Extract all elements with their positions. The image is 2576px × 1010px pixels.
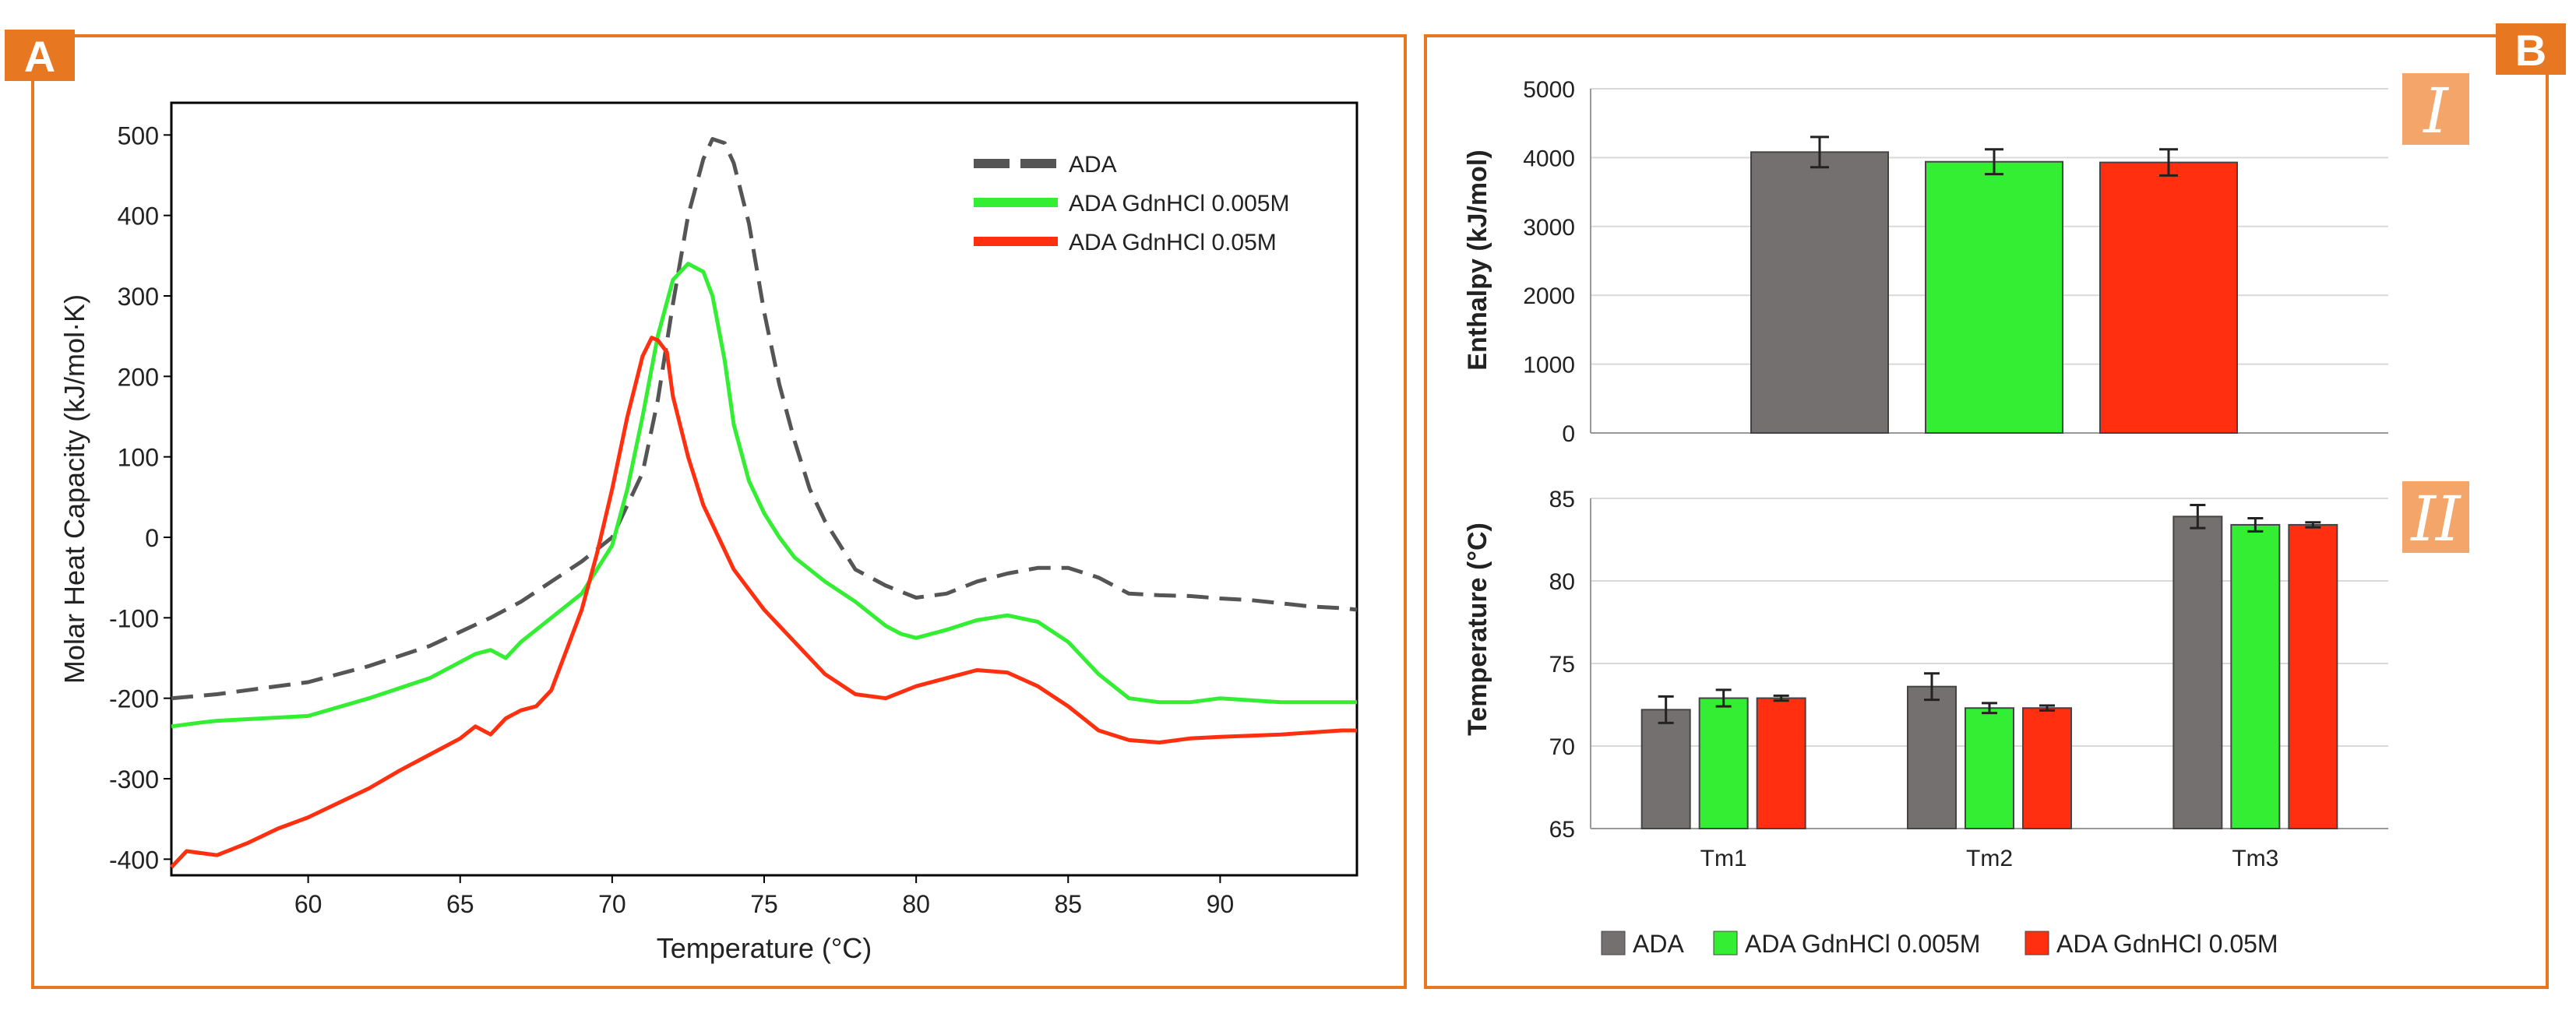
roman-label-ii: II xyxy=(2409,483,2461,555)
panel-a-badge-label: A xyxy=(24,32,55,81)
legend-label-b: ADA GdnHCl 0.05M xyxy=(2056,930,2278,958)
dsc-line-chart: -400 -300 -200 -100 0 100 200 300 400 500 60 65 70 7… xyxy=(58,101,1358,964)
y-tick-label-ii: 75 xyxy=(1549,652,1575,677)
bar-i xyxy=(1750,151,1889,434)
y-tick-label-a: 500 xyxy=(118,121,159,150)
x-axis-label-a: Temperature (°C) xyxy=(657,932,872,964)
bar-ii xyxy=(1756,697,1806,830)
legend-b: ADA ADA GdnHCl 0.005M ADA GdnHCl 0.05M xyxy=(1601,930,2278,958)
x-tick-label-a: 90 xyxy=(1207,890,1235,918)
x-tick-label-a: 60 xyxy=(294,890,322,918)
y-tick-label-i: 5000 xyxy=(1523,77,1575,103)
legend-a: ADA ADA GdnHCl 0.005M ADA GdnHCl 0.05M xyxy=(974,152,1289,255)
y-tick-label-a: -200 xyxy=(109,685,159,713)
panel-a-frame xyxy=(31,34,1407,989)
roman-badge-i xyxy=(2402,73,2469,145)
bar-i xyxy=(1925,160,2063,434)
legend-swatch-b xyxy=(1601,931,1626,955)
y-tick-label-ii: 70 xyxy=(1549,734,1575,760)
y-tick-label-i: 1000 xyxy=(1523,353,1575,378)
y-tick-label-a: -400 xyxy=(109,846,159,874)
y-tick-label-a: -100 xyxy=(109,604,159,632)
temperature-bar-chart: 65 70 75 80 85 Tm1 Tm2 Tm3 Temperature (°C) II xyxy=(1463,481,2469,871)
legend-label-b: ADA GdnHCl 0.005M xyxy=(1745,930,1980,958)
y-tick-label-i: 3000 xyxy=(1523,215,1575,241)
legend-label-b: ADA xyxy=(1633,930,1684,958)
bar-ii xyxy=(2288,523,2338,829)
category-label-ii: Tm3 xyxy=(2232,846,2278,871)
y-tick-label-a: 100 xyxy=(118,444,159,472)
category-label-ii: Tm1 xyxy=(1700,846,1747,871)
legend-label-a: ADA GdnHCl 0.005M xyxy=(1069,191,1289,216)
legend-label-a: ADA GdnHCl 0.05M xyxy=(1069,230,1277,255)
bar-i xyxy=(2099,161,2238,434)
y-tick-label-i: 4000 xyxy=(1523,146,1575,171)
series-line-3 xyxy=(170,336,1357,869)
bars-i xyxy=(1750,135,2238,434)
x-axis-a: 60 65 70 75 80 85 90 xyxy=(294,875,1234,918)
roman-label-i: I xyxy=(2422,75,2449,147)
y-tick-label-a: 200 xyxy=(118,363,159,391)
y-tick-label-a: 300 xyxy=(118,283,159,311)
x-tick-label-a: 80 xyxy=(902,890,930,918)
y-axis-a: -400 -300 -200 -100 0 100 200 300 400 500 xyxy=(109,121,171,874)
x-tick-label-a: 65 xyxy=(446,890,474,918)
bar-ii xyxy=(2173,516,2223,829)
panel-a-badge xyxy=(5,30,75,81)
bar-ii xyxy=(1698,697,1749,830)
y-axis-label-i: Enthalpy (kJ/mol) xyxy=(1463,150,1492,370)
y-tick-label-ii: 85 xyxy=(1549,487,1575,512)
series-line-1 xyxy=(171,137,1358,701)
y-tick-label-a: -300 xyxy=(109,765,159,794)
legend-swatch-b xyxy=(1713,931,1738,955)
series-lines-a xyxy=(170,137,1358,869)
y-tick-label-a: 400 xyxy=(118,202,159,231)
panel-b-badge xyxy=(2496,23,2566,75)
bars-ii xyxy=(1640,503,2338,830)
y-tick-label-a: 0 xyxy=(145,524,159,552)
grid-i: 0 1000 2000 3000 4000 5000 xyxy=(1523,77,2388,447)
bar-ii xyxy=(1907,685,1957,829)
y-tick-label-i: 0 xyxy=(1562,421,1575,447)
roman-badge-ii xyxy=(2402,481,2469,553)
bar-ii xyxy=(1640,709,1691,829)
panel-b-frame xyxy=(1424,34,2549,989)
y-tick-label-i: 2000 xyxy=(1523,283,1575,309)
x-tick-label-a: 75 xyxy=(750,890,778,918)
series-line-2 xyxy=(171,262,1357,729)
y-axis-label-a: Molar Heat Capacity (kJ/mol·K) xyxy=(58,294,90,684)
plot-area-a xyxy=(170,101,1358,877)
legend-swatch-b xyxy=(2025,931,2049,955)
y-axis-label-ii: Temperature (°C) xyxy=(1463,523,1492,736)
x-tick-label-a: 85 xyxy=(1054,890,1082,918)
bar-ii xyxy=(2022,707,2072,829)
legend-label-a: ADA xyxy=(1069,152,1117,178)
y-tick-label-ii: 80 xyxy=(1549,569,1575,595)
bar-ii xyxy=(2230,523,2281,829)
category-label-ii: Tm2 xyxy=(1966,846,2013,871)
x-tick-label-a: 70 xyxy=(598,890,626,918)
panel-b-badge-label: B xyxy=(2515,26,2546,75)
bar-ii xyxy=(1965,707,2014,829)
y-tick-label-ii: 65 xyxy=(1549,817,1575,843)
